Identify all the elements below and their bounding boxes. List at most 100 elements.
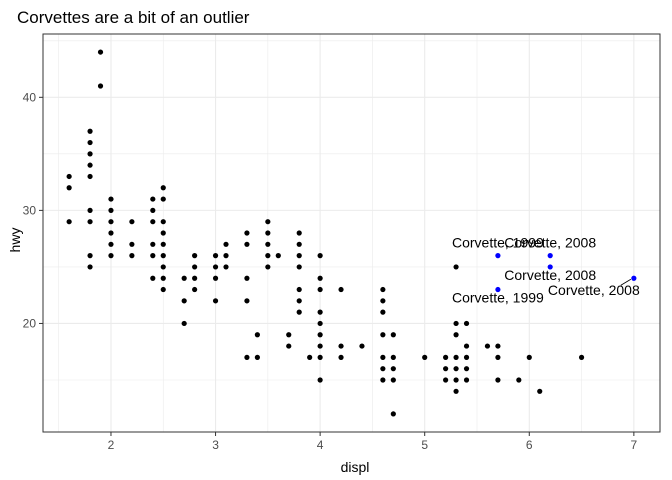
data-point <box>244 241 250 247</box>
points-layer <box>66 49 637 417</box>
data-point <box>160 241 166 247</box>
data-point <box>66 185 72 191</box>
data-point <box>317 343 323 349</box>
data-point <box>150 253 156 259</box>
data-point <box>108 253 114 259</box>
data-point <box>150 196 156 202</box>
data-point <box>160 185 166 191</box>
corvette-label: Corvette, 2008 <box>548 282 640 298</box>
data-point <box>380 366 386 372</box>
data-point <box>66 219 72 225</box>
data-point <box>192 275 198 281</box>
data-point <box>495 377 501 383</box>
x-axis-title: displ <box>341 459 370 475</box>
y-tick-label: 30 <box>23 203 37 217</box>
data-point <box>150 219 156 225</box>
data-point <box>108 241 114 247</box>
x-tick-label: 6 <box>526 438 533 452</box>
data-point <box>223 264 229 270</box>
data-point <box>463 320 470 327</box>
data-point <box>453 388 459 394</box>
corvette-label: Corvette, 1999 <box>452 235 544 251</box>
grid-minor <box>43 34 660 432</box>
data-point <box>296 264 302 270</box>
annotation-leader-line <box>620 278 632 286</box>
data-point <box>307 354 313 360</box>
data-point <box>495 354 501 360</box>
y-axis-ticks: 20 30 40 <box>23 90 43 330</box>
data-point <box>181 275 187 281</box>
data-point <box>463 366 470 372</box>
data-point <box>443 366 449 372</box>
y-axis-title: hwy <box>7 228 23 253</box>
data-point <box>108 207 114 213</box>
data-point <box>192 253 198 259</box>
data-point <box>390 377 396 383</box>
data-point <box>317 286 323 293</box>
data-point <box>265 264 271 270</box>
y-tick-label: 40 <box>23 90 37 104</box>
data-point <box>443 354 449 360</box>
data-point <box>443 377 449 383</box>
data-point <box>453 377 459 383</box>
data-point <box>97 83 104 89</box>
data-point <box>484 343 491 349</box>
data-point <box>495 343 501 349</box>
data-point <box>244 275 250 281</box>
data-point <box>108 219 114 225</box>
data-point <box>160 275 166 281</box>
panel-border <box>42 33 661 433</box>
data-point <box>338 343 344 349</box>
data-point <box>380 309 386 315</box>
data-point <box>181 298 187 304</box>
data-point <box>108 196 114 202</box>
data-point <box>317 275 323 281</box>
data-point <box>160 264 166 270</box>
data-point <box>87 253 93 259</box>
x-tick-label: 5 <box>421 438 428 452</box>
data-point <box>380 354 386 360</box>
data-point <box>463 343 470 349</box>
data-point <box>296 230 302 236</box>
corvette-label: Corvette, 1999 <box>452 290 544 306</box>
data-point <box>296 309 302 315</box>
data-point <box>150 207 156 213</box>
data-point <box>108 230 114 236</box>
data-point <box>160 196 166 202</box>
data-point <box>463 377 470 383</box>
data-point <box>338 354 344 360</box>
chart-title: Corvettes are a bit of an outlier <box>17 8 250 27</box>
data-point <box>254 354 260 360</box>
data-point <box>453 264 459 270</box>
data-point <box>296 298 302 304</box>
data-point <box>380 377 386 383</box>
data-point <box>244 298 250 304</box>
data-point <box>275 253 281 259</box>
data-point <box>463 354 470 360</box>
data-point <box>296 241 302 247</box>
data-point <box>87 139 93 146</box>
data-point <box>390 411 396 417</box>
data-point <box>87 128 93 134</box>
corvette-label: Corvette, 2008 <box>504 235 596 251</box>
data-point <box>453 354 459 360</box>
data-point <box>87 162 93 168</box>
data-point <box>129 253 135 259</box>
data-point <box>192 264 198 270</box>
corvette-point <box>547 264 553 270</box>
grid-major <box>43 34 660 432</box>
data-point <box>223 253 229 259</box>
data-point <box>244 354 250 360</box>
data-point <box>317 309 323 315</box>
data-point <box>212 253 219 259</box>
data-point <box>265 241 271 247</box>
data-point <box>212 298 219 304</box>
corvette-point <box>495 286 501 293</box>
data-point <box>453 332 459 338</box>
data-point <box>317 354 323 360</box>
data-point <box>317 332 323 338</box>
data-point <box>66 173 72 180</box>
data-point <box>160 286 166 293</box>
data-point <box>317 253 323 259</box>
